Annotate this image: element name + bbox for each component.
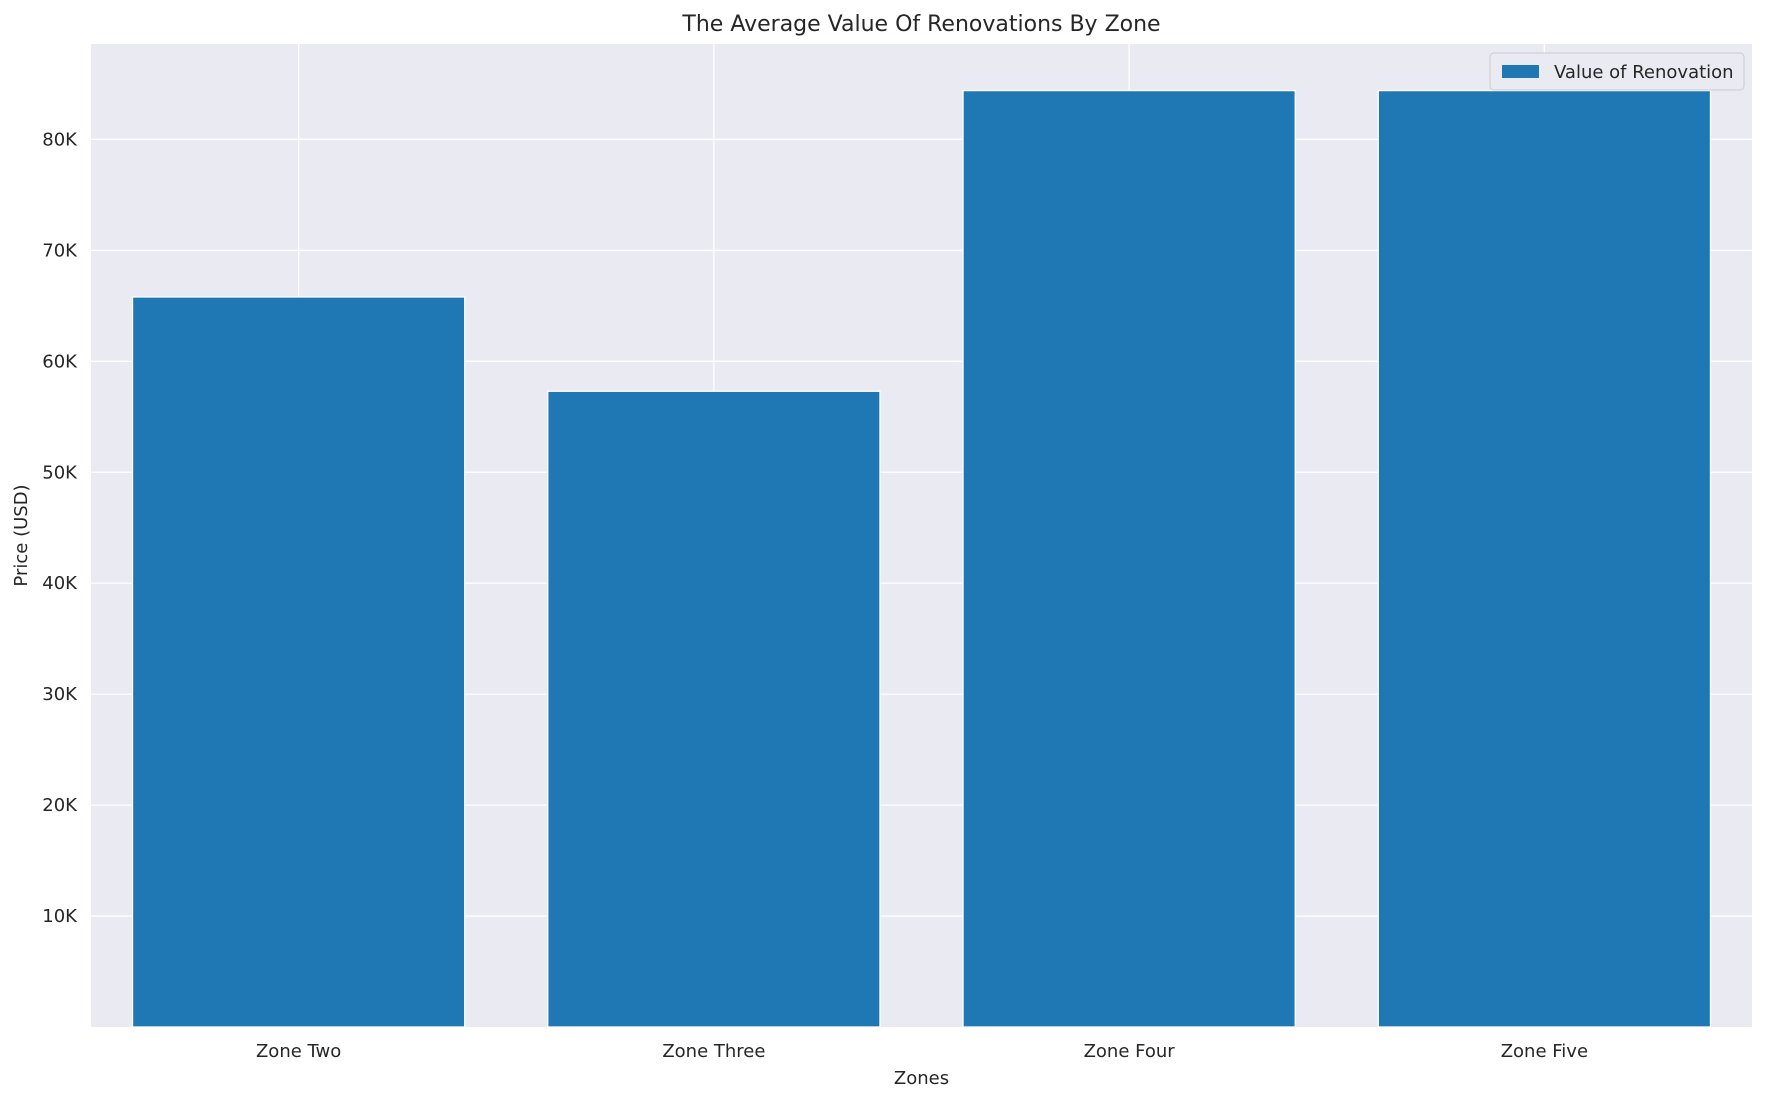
x-axis-ticks: Zone Two Zone Three Zone Four Zone Five	[256, 1041, 1588, 1062]
chart-title: The Average Value Of Renovations By Zone	[681, 12, 1160, 37]
x-tick-label: Zone Three	[662, 1041, 765, 1062]
y-tick-label: 10K	[42, 906, 78, 927]
y-axis-ticks: 10K 20K 30K 40K 50K 60K 70K 80K	[42, 129, 78, 927]
bar-zone-three	[547, 390, 881, 1028]
y-tick-label: 70K	[42, 240, 78, 261]
legend: Value of Renovation	[1489, 52, 1745, 91]
bars	[131, 89, 1712, 1028]
x-axis-label: Zones	[894, 1068, 949, 1089]
legend-label: Value of Renovation	[1554, 62, 1734, 83]
y-tick-label: 80K	[42, 129, 78, 150]
y-tick-label: 20K	[42, 795, 78, 816]
bar-zone-two	[131, 296, 466, 1028]
x-tick-label: Zone Two	[256, 1041, 341, 1062]
bar-zone-five	[1377, 89, 1712, 1028]
y-tick-label: 60K	[42, 351, 78, 372]
y-axis-label: Price (USD)	[11, 484, 32, 586]
y-tick-label: 50K	[42, 462, 78, 483]
y-tick-label: 30K	[42, 684, 78, 705]
legend-swatch	[1502, 65, 1539, 78]
x-tick-label: Zone Five	[1501, 1041, 1588, 1062]
legend-box	[1489, 52, 1745, 91]
bar-zone-four	[962, 89, 1296, 1028]
y-tick-label: 40K	[42, 573, 78, 594]
x-tick-label: Zone Four	[1084, 1041, 1176, 1062]
